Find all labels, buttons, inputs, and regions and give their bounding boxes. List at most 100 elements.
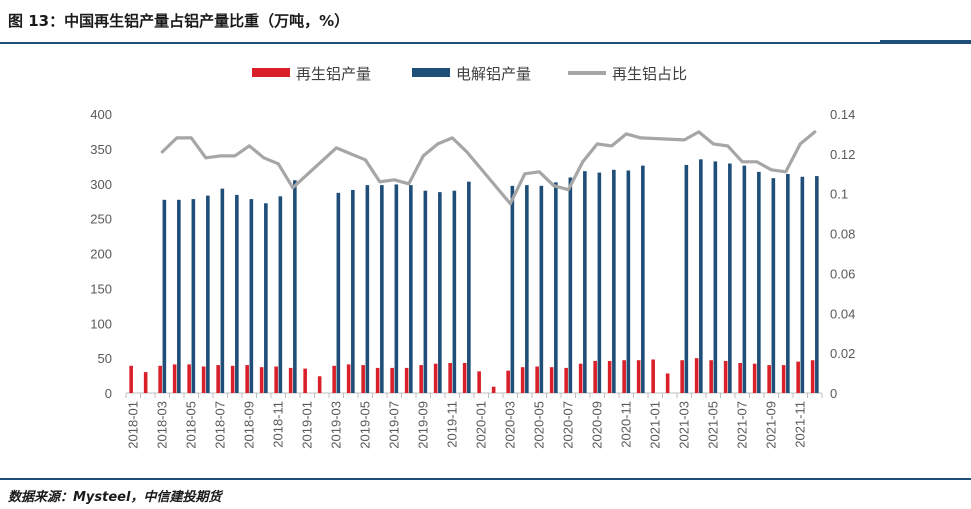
bar-electrolytic <box>206 195 210 393</box>
bar-recycled <box>158 365 162 393</box>
bar-electrolytic <box>293 180 297 393</box>
bar-recycled <box>216 365 220 393</box>
ratio-point <box>204 156 208 160</box>
bar-recycled <box>332 365 336 393</box>
bar-electrolytic <box>626 170 631 393</box>
bar-electrolytic <box>800 176 805 393</box>
bar-recycled <box>462 363 467 393</box>
x-axis: 2018-01 2018-03 2018-05 2018-07 2018-09 2018-… <box>125 392 823 449</box>
ratio-point <box>508 202 512 206</box>
bar-electrolytic <box>757 171 761 393</box>
bar-electrolytic <box>539 185 544 393</box>
right-tick-label: 0.02 <box>830 346 855 361</box>
ratio-point <box>610 144 614 148</box>
x-tick-label: 2019-11 <box>444 401 459 448</box>
bar-recycled <box>143 372 148 393</box>
x-tick-label: 2021-01 <box>647 401 662 449</box>
x-tick-label: 2019-01 <box>299 401 314 449</box>
ratio-point <box>160 150 164 154</box>
bar-recycled <box>506 370 510 393</box>
bar-electrolytic <box>568 177 573 393</box>
bar-electrolytic <box>409 185 413 393</box>
ratio-point <box>334 146 338 150</box>
bar-electrolytic <box>583 171 587 393</box>
legend-label-2: 再生铝占比 <box>612 65 687 83</box>
bar-recycled <box>477 371 481 393</box>
bar-electrolytic <box>728 163 732 393</box>
bar-recycled <box>520 367 525 393</box>
ratio-point <box>726 144 730 148</box>
ratio-point <box>552 184 556 188</box>
x-tick-label: 2021-07 <box>734 401 749 449</box>
legend-label-0: 再生铝产量 <box>296 65 371 83</box>
ratio-point <box>421 154 425 158</box>
ratio-point <box>798 142 802 146</box>
ratio-point <box>218 154 222 158</box>
bar-recycled <box>535 366 539 393</box>
ratio-point <box>262 156 266 160</box>
x-tick-label: 2019-03 <box>328 401 343 449</box>
bar-recycled <box>274 366 278 393</box>
bar-recycled <box>665 373 670 393</box>
bar-electrolytic <box>510 185 515 393</box>
bar-recycled <box>419 365 423 393</box>
legend-label-1: 电解铝产量 <box>456 65 531 83</box>
ratio-point <box>682 138 686 142</box>
ratio-point <box>276 162 280 166</box>
bar-electrolytic <box>177 199 181 393</box>
ratio-point <box>711 142 715 146</box>
bar-recycled <box>303 368 307 393</box>
ratio-point <box>581 160 585 164</box>
bar-recycled <box>810 360 815 393</box>
bar-recycled <box>622 360 626 393</box>
bar-electrolytic <box>278 196 283 393</box>
x-tick-label: 2021-11 <box>792 401 807 448</box>
bar-electrolytic <box>525 185 529 393</box>
bar-electrolytic <box>713 161 718 393</box>
bar-electrolytic <box>815 176 819 393</box>
bar-electrolytic <box>220 188 225 393</box>
bar-electrolytic <box>641 165 645 393</box>
x-tick-label: 2021-03 <box>676 401 691 449</box>
bar-electrolytic <box>467 181 471 393</box>
bar-recycled <box>404 367 409 393</box>
bar-recycled <box>259 367 264 393</box>
bar-recycled <box>433 363 438 393</box>
ratio-point <box>175 136 179 140</box>
bar-recycled <box>245 365 249 393</box>
x-tick-label: 2018-09 <box>241 401 256 449</box>
ratio-point <box>247 144 251 148</box>
bar-recycled <box>172 364 177 393</box>
bar-recycled <box>187 364 191 393</box>
x-tick-label: 2018-03 <box>154 401 169 449</box>
bar-electrolytic <box>365 185 370 393</box>
x-tick-label: 2018-07 <box>212 401 227 449</box>
ratio-point <box>189 136 193 140</box>
bar-recycled <box>129 365 133 393</box>
left-tick-label: 0 <box>105 386 112 401</box>
ratio-point <box>769 168 773 172</box>
x-tick-label: 2019-05 <box>357 401 372 449</box>
right-tick-label: 0 <box>830 386 837 401</box>
bar-recycled <box>593 360 597 393</box>
x-tick-label: 2019-09 <box>415 401 430 449</box>
ratio-point <box>537 170 541 174</box>
ratio-point <box>378 180 382 184</box>
legend: 再生铝产量 电解铝产量 再生铝占比 <box>252 65 687 83</box>
left-tick-label: 200 <box>90 247 112 262</box>
top-divider <box>0 42 971 44</box>
ratio-point <box>813 130 817 134</box>
bar-electrolytic <box>336 192 341 393</box>
ratio-point <box>639 136 643 140</box>
bar-recycled <box>361 365 365 393</box>
ratio-point <box>740 160 744 164</box>
bar-electrolytic <box>351 190 355 393</box>
bar-electrolytic <box>684 164 689 393</box>
bar-recycled <box>549 367 554 393</box>
top-divider-accent <box>880 40 971 44</box>
ratio-point <box>784 170 788 174</box>
right-tick-label: 0.06 <box>830 266 855 281</box>
x-tick-label: 2018-05 <box>183 401 198 449</box>
ratio-point <box>697 130 701 134</box>
bar-electrolytic <box>191 199 196 393</box>
